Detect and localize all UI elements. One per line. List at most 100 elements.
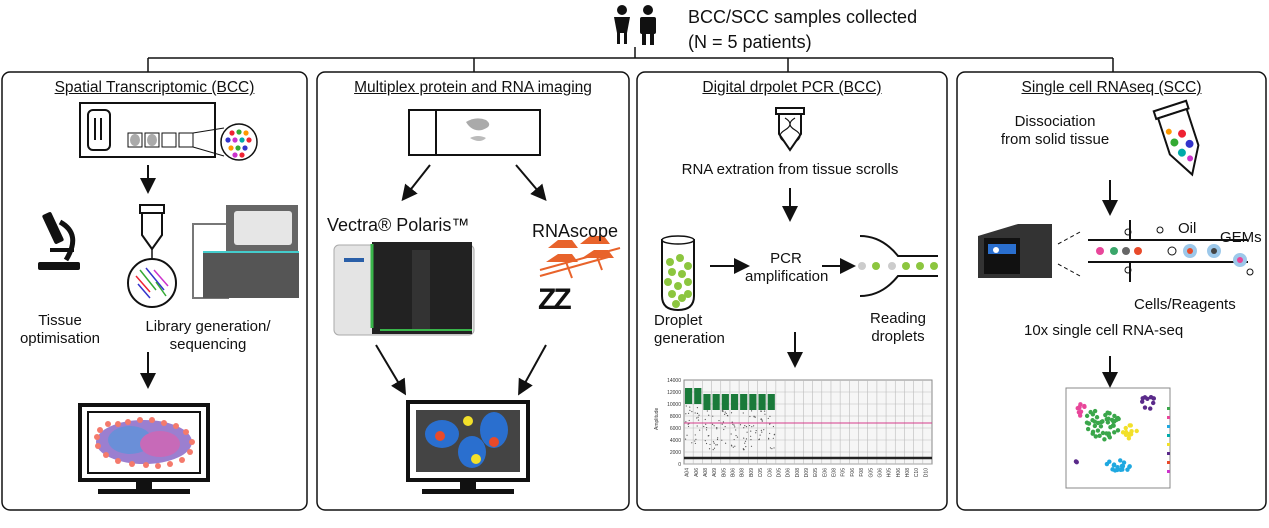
umap-cell-point	[1097, 433, 1102, 439]
ddpcr-droplet	[685, 405, 687, 407]
ddpcr-droplet	[716, 428, 718, 430]
ddpcr-droplet	[760, 418, 762, 420]
ddpcr-droplet	[769, 447, 772, 449]
ddpcr-x-tick: G06	[877, 468, 883, 478]
ddpcr-y-tick: 0	[678, 462, 681, 468]
label-gems: GEMs	[1220, 229, 1262, 246]
ddpcr-droplet	[760, 429, 762, 431]
ddpcr-x-tick: E05	[813, 468, 819, 477]
ddpcr-droplet	[689, 409, 691, 411]
ddpcr-x-tick: A04	[685, 468, 691, 477]
ddpcr-droplet	[721, 439, 723, 441]
umap-legend-swatch	[1167, 470, 1170, 473]
umap-cell-point	[1115, 428, 1121, 433]
ddpcr-droplet	[730, 412, 733, 414]
ddpcr-x-tick: E06	[822, 468, 828, 477]
ddpcr-droplet	[745, 445, 747, 448]
ddpcr-x-tick: F08	[859, 468, 865, 477]
ddpcr-positive-cluster	[749, 394, 757, 410]
umap-cell-point	[1090, 418, 1095, 423]
spot-array-icon	[220, 123, 258, 161]
umap-cell-point	[1116, 416, 1121, 422]
sequencer-instrument-icon	[192, 205, 299, 299]
ddpcr-droplet	[746, 431, 748, 433]
header-subtitle: (N = 5 patients)	[688, 32, 812, 52]
umap-cell-point	[1145, 396, 1150, 402]
ddpcr-droplet	[695, 438, 697, 440]
ddpcr-x-tick: C10	[914, 468, 920, 477]
ddpcr-x-tick: A06	[694, 468, 700, 477]
ddpcr-droplet	[769, 432, 771, 435]
umap-cell-point	[1108, 424, 1113, 430]
ddpcr-droplet	[739, 424, 742, 426]
ddpcr-x-tick: C05	[758, 468, 764, 477]
ddpcr-x-tick: H05	[887, 468, 893, 477]
panel-frame-spatial	[1, 71, 308, 511]
ddpcr-droplet	[750, 435, 752, 437]
umap-cell-point	[1140, 396, 1145, 401]
ddpcr-x-tick: A09	[712, 468, 718, 477]
ddpcr-droplet	[735, 434, 737, 437]
umap-cell-point	[1105, 420, 1111, 425]
umap-cell-point	[1128, 423, 1133, 428]
tissue-slide-icon	[408, 109, 541, 156]
label-pcr-amplification: PCR amplification	[745, 250, 829, 285]
umap-cell-point	[1106, 416, 1111, 421]
ddpcr-droplet	[755, 432, 757, 434]
umap-cell-point	[1111, 463, 1117, 468]
ddpcr-droplet	[717, 437, 719, 439]
ddpcr-droplet	[768, 437, 770, 439]
ddpcr-droplet	[743, 437, 745, 439]
ddpcr-droplet	[745, 426, 748, 428]
ddpcr-droplet	[731, 421, 733, 423]
ddpcr-droplet	[713, 425, 715, 427]
panel-frame-scrna	[956, 71, 1267, 511]
ddpcr-droplet	[689, 406, 691, 408]
ddpcr-droplet	[705, 429, 708, 431]
rnascope-probe-icon: ZZ	[538, 236, 621, 316]
ddpcr-y-tick: 4000	[670, 438, 681, 444]
multiplex-monitor-icon	[406, 400, 530, 494]
ddpcr-droplet	[733, 438, 735, 441]
ddpcr-droplet	[731, 445, 733, 447]
dna-tube-icon	[775, 107, 805, 152]
ddpcr-y-tick: 2000	[670, 450, 681, 456]
ddpcr-droplet	[718, 419, 720, 422]
ddpcr-droplet	[687, 423, 689, 425]
ddpcr-droplet	[744, 425, 746, 427]
ddpcr-droplet	[696, 425, 698, 427]
ddpcr-droplet	[697, 419, 700, 421]
ddpcr-droplet	[742, 449, 745, 451]
umap-cell-point	[1148, 406, 1153, 411]
tree-connector	[147, 47, 1114, 72]
ddpcr-droplet	[723, 428, 725, 431]
ddpcr-positive-cluster	[703, 394, 711, 410]
label-vectra-polaris: Vectra® Polaris™	[327, 215, 470, 235]
ddpcr-droplet	[760, 410, 762, 412]
ddpcr-droplet	[694, 440, 696, 442]
ddpcr-y-tick: 12000	[667, 390, 681, 396]
ddpcr-droplet	[724, 442, 727, 444]
ddpcr-droplet	[691, 442, 693, 444]
ddpcr-x-tick: H06	[896, 468, 902, 477]
ddpcr-droplet	[761, 419, 763, 421]
ddpcr-droplet	[773, 447, 775, 449]
umap-cell-point	[1078, 402, 1083, 407]
umap-cell-point	[1150, 400, 1156, 406]
ddpcr-droplet	[750, 430, 752, 432]
umap-cell-point	[1128, 432, 1134, 437]
ddpcr-positive-cluster	[740, 394, 748, 410]
ddpcr-droplet	[724, 411, 726, 413]
ddpcr-droplet	[733, 424, 735, 426]
umap-cell-point	[1125, 467, 1130, 472]
ddpcr-x-tick: B08	[740, 468, 746, 477]
ddpcr-x-tick: D06	[786, 468, 792, 477]
ddpcr-droplet	[734, 445, 736, 447]
ddpcr-droplet	[750, 445, 753, 447]
ddpcr-droplet	[758, 438, 760, 440]
ddpcr-droplet	[686, 434, 688, 436]
header-title: BCC/SCC samples collected	[688, 7, 918, 27]
umap-cell-point	[1090, 431, 1095, 436]
ddpcr-droplet	[726, 414, 729, 417]
